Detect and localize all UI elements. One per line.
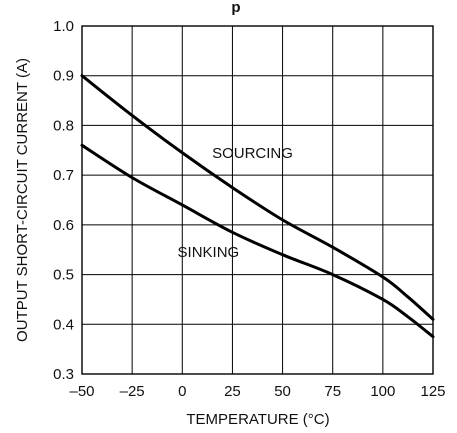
x-tick-label: 25 (224, 383, 241, 400)
y-tick-label: 0.7 (53, 167, 74, 184)
y-tick-labels: 0.3 0.4 0.5 0.6 0.7 0.8 0.9 1.0 (53, 18, 74, 383)
y-tick-label: 0.9 (53, 68, 74, 85)
x-tick-label: 50 (274, 383, 291, 400)
grid (81, 25, 434, 375)
series-label-sinking: SINKING (178, 244, 240, 261)
y-tick-label: 0.4 (53, 316, 74, 333)
y-tick-label: 0.5 (53, 267, 74, 284)
x-tick-label: 75 (324, 383, 341, 400)
x-axis-title: TEMPERATURE (°C) (186, 411, 329, 428)
x-tick-label: 125 (420, 383, 445, 400)
plot-frame (81, 25, 434, 375)
chart-title-fragment: p (231, 0, 240, 16)
series-line-sourcing (80, 74, 435, 321)
x-tick-label: 0 (178, 383, 186, 400)
series-label-sourcing: SOURCING (212, 145, 293, 162)
x-tick-label: –50 (69, 383, 94, 400)
y-tick-label: 0.6 (53, 217, 74, 234)
x-tick-labels: –50 –25 0 25 50 75 100 125 (69, 383, 445, 400)
y-tick-label: 0.8 (53, 117, 74, 134)
y-tick-label: 1.0 (53, 18, 74, 35)
y-tick-label: 0.3 (53, 366, 74, 383)
y-axis-title: OUTPUT SHORT-CIRCUIT CURRENT (A) (14, 58, 31, 342)
x-tick-label: –25 (120, 383, 145, 400)
series-line-sinking (80, 143, 435, 339)
series-layer: SOURCING SINKING (80, 74, 435, 339)
x-tick-label: 100 (370, 383, 395, 400)
